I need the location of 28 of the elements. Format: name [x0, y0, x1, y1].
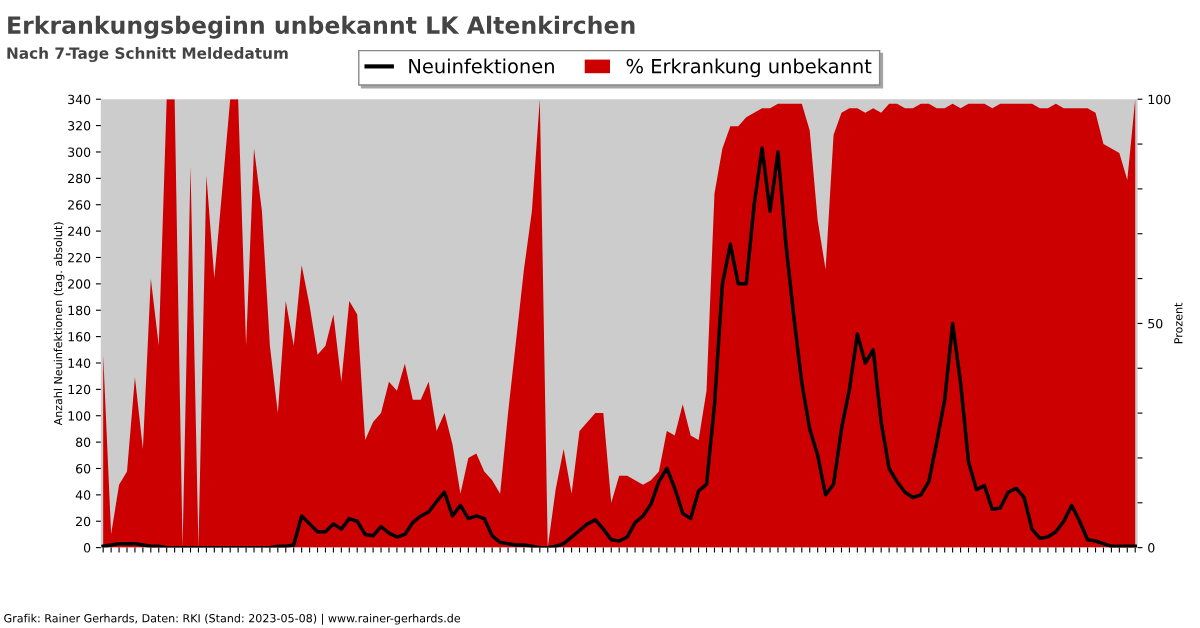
- chart-subtitle: Nach 7-Tage Schnitt Meldedatum: [7, 47, 288, 63]
- y2-axis-title: Prozent: [1174, 302, 1183, 344]
- y-tick-label: 160: [68, 332, 91, 342]
- y2-tick-label: 100: [1148, 94, 1171, 105]
- y-tick-label: 180: [68, 305, 91, 316]
- y-tick-label: 100: [68, 411, 91, 421]
- y-axis-title: Anzahl Neuinfektionen (tag. absolut): [53, 222, 65, 426]
- y-tick-label: 120: [68, 384, 91, 395]
- text: Grafik: Rainer Gerhards, Daten: RKI (Stand: 2023-05-08) | www.rainer-gerhards.de: [4, 613, 461, 625]
- y-tick-label: 40: [75, 490, 91, 500]
- y-tick-label: 200: [68, 279, 91, 289]
- y-tick-label: 240: [68, 226, 91, 237]
- y-tick-label: 340: [68, 94, 91, 105]
- y-tick-label: 320: [68, 121, 91, 131]
- y-tick-label: 260: [68, 200, 91, 210]
- y-tick-label: 280: [68, 173, 91, 184]
- y-tick-label: 300: [68, 147, 91, 157]
- y-tick-label: 60: [76, 463, 91, 474]
- y-tick-label: 220: [68, 252, 91, 263]
- y-tick-label: 80: [76, 437, 91, 448]
- y2-tick-label: 0: [1148, 543, 1155, 553]
- legend-label: Neuinfektionen: [409, 58, 554, 74]
- legend-label: % Erkrankung unbekannt: [626, 58, 872, 78]
- y-tick-label: 0: [83, 543, 91, 553]
- y-tick-label: 20: [76, 516, 91, 527]
- chart-title: Erkrankungsbeginn unbekannt LK Altenkirchen: [8, 15, 635, 39]
- y2-tick-label: 50: [1148, 318, 1163, 329]
- y-tick-label: 140: [68, 358, 91, 368]
